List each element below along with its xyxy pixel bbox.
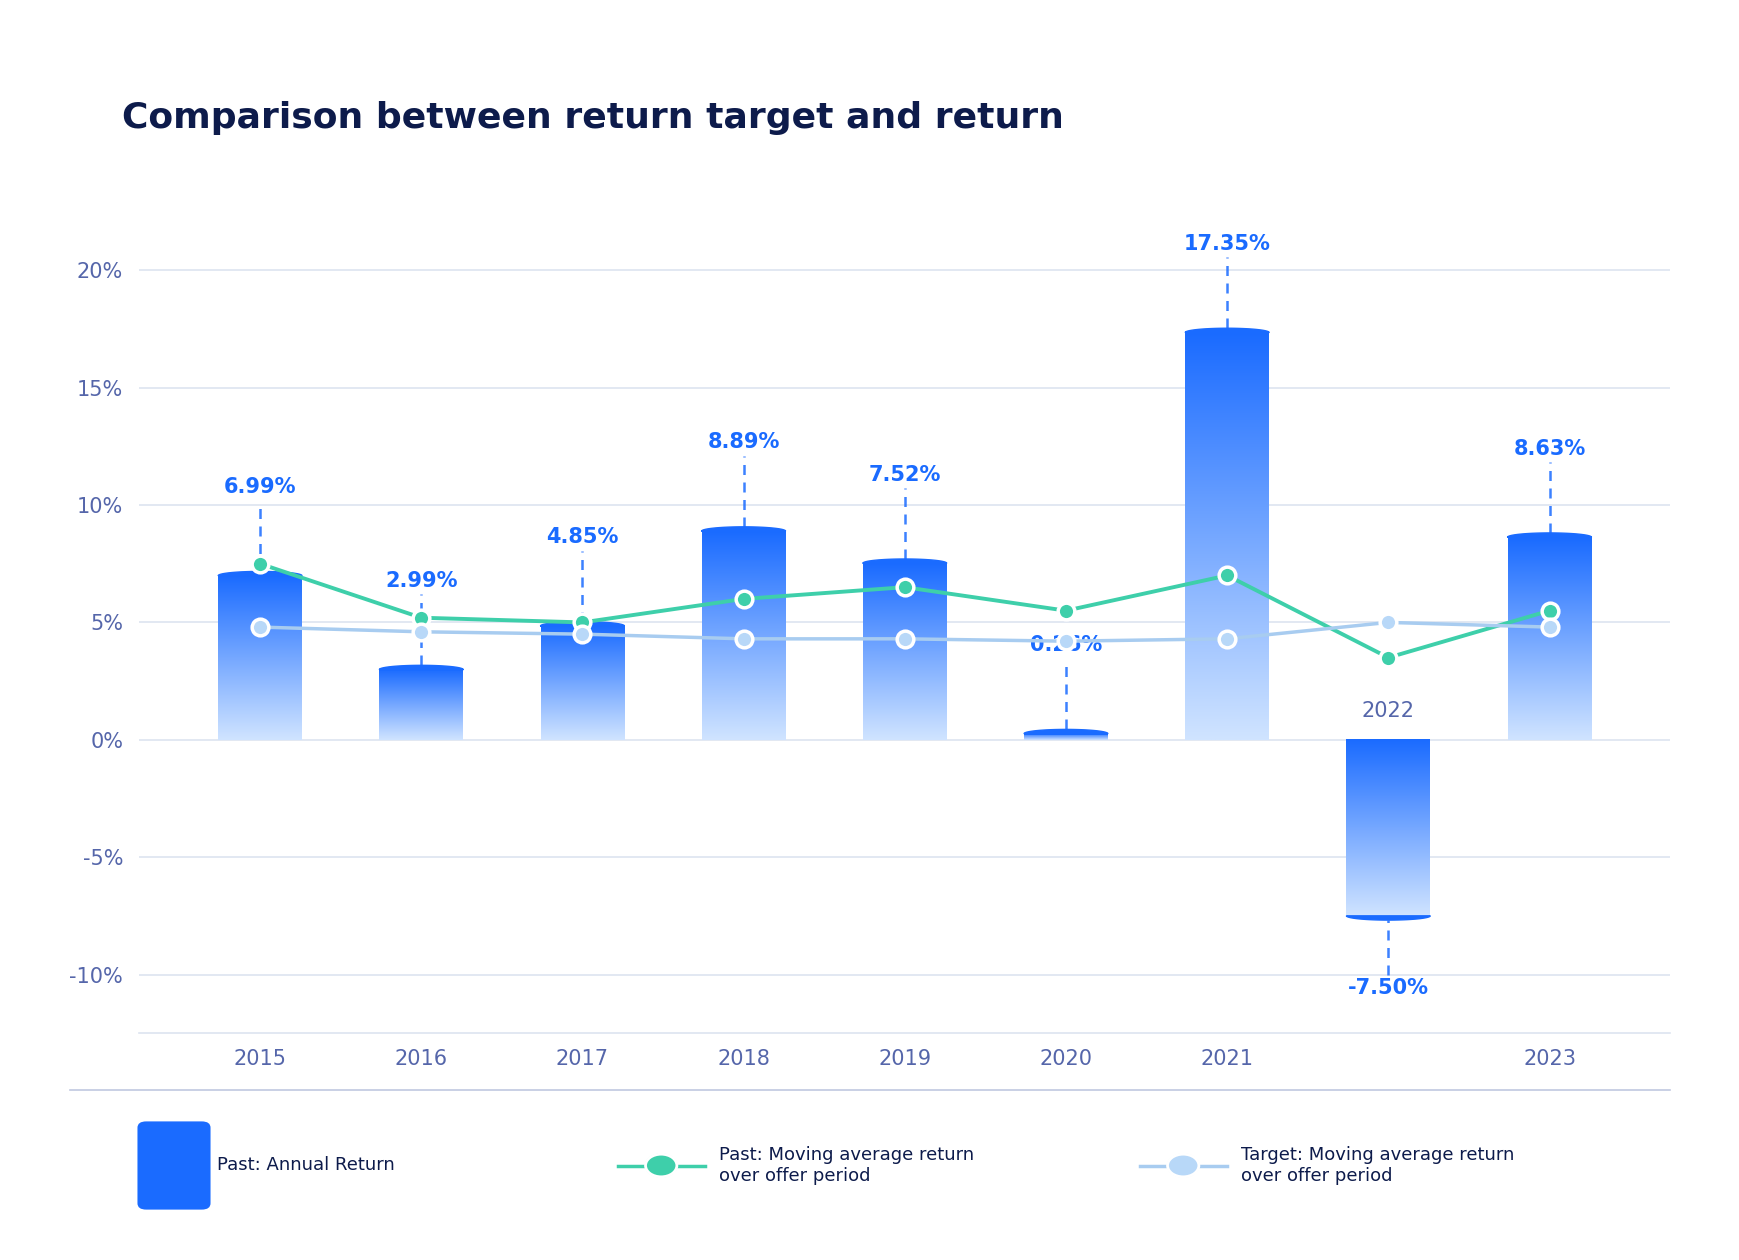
Polygon shape — [379, 665, 463, 669]
Polygon shape — [1024, 730, 1108, 733]
Polygon shape — [863, 559, 946, 563]
Text: 8.63%: 8.63% — [1513, 438, 1584, 459]
Text: 4.85%: 4.85% — [546, 527, 619, 547]
Polygon shape — [701, 527, 784, 532]
Polygon shape — [1184, 328, 1268, 333]
Text: 2022: 2022 — [1362, 701, 1414, 721]
Text: 17.35%: 17.35% — [1183, 234, 1269, 253]
Text: 6.99%: 6.99% — [224, 478, 296, 496]
Text: Target: Moving average return
over offer period: Target: Moving average return over offer… — [1240, 1147, 1513, 1184]
Text: Past: Annual Return: Past: Annual Return — [217, 1157, 395, 1174]
Text: 8.89%: 8.89% — [708, 432, 779, 452]
Text: Comparison between return target and return: Comparison between return target and ret… — [122, 101, 1063, 135]
Text: Past: Moving average return
over offer period: Past: Moving average return over offer p… — [718, 1147, 974, 1184]
Text: -7.50%: -7.50% — [1348, 978, 1428, 998]
Polygon shape — [1346, 916, 1429, 920]
Polygon shape — [217, 572, 303, 576]
Text: 2.99%: 2.99% — [384, 571, 457, 591]
Text: 0.26%: 0.26% — [1029, 635, 1101, 655]
Polygon shape — [541, 621, 624, 626]
Polygon shape — [1506, 533, 1591, 537]
Text: 7.52%: 7.52% — [868, 465, 941, 485]
